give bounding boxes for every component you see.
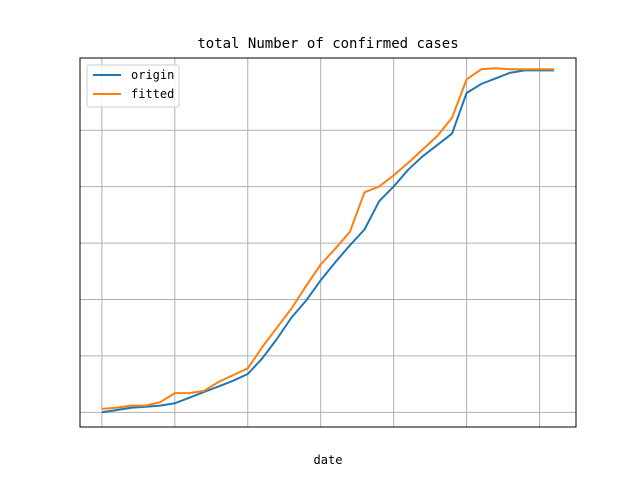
legend: origin fitted xyxy=(86,64,180,108)
grid xyxy=(80,58,576,427)
x-axis-label: date xyxy=(314,453,343,467)
series-line-fitted xyxy=(101,67,555,410)
chart-title: total Number of confirmed cases xyxy=(197,36,458,52)
series-group xyxy=(101,67,555,414)
legend-label-fitted: fitted xyxy=(131,87,174,101)
series-line-origin xyxy=(101,69,555,414)
plot-area-frame xyxy=(79,57,577,428)
legend-label-origin: origin xyxy=(131,68,174,82)
